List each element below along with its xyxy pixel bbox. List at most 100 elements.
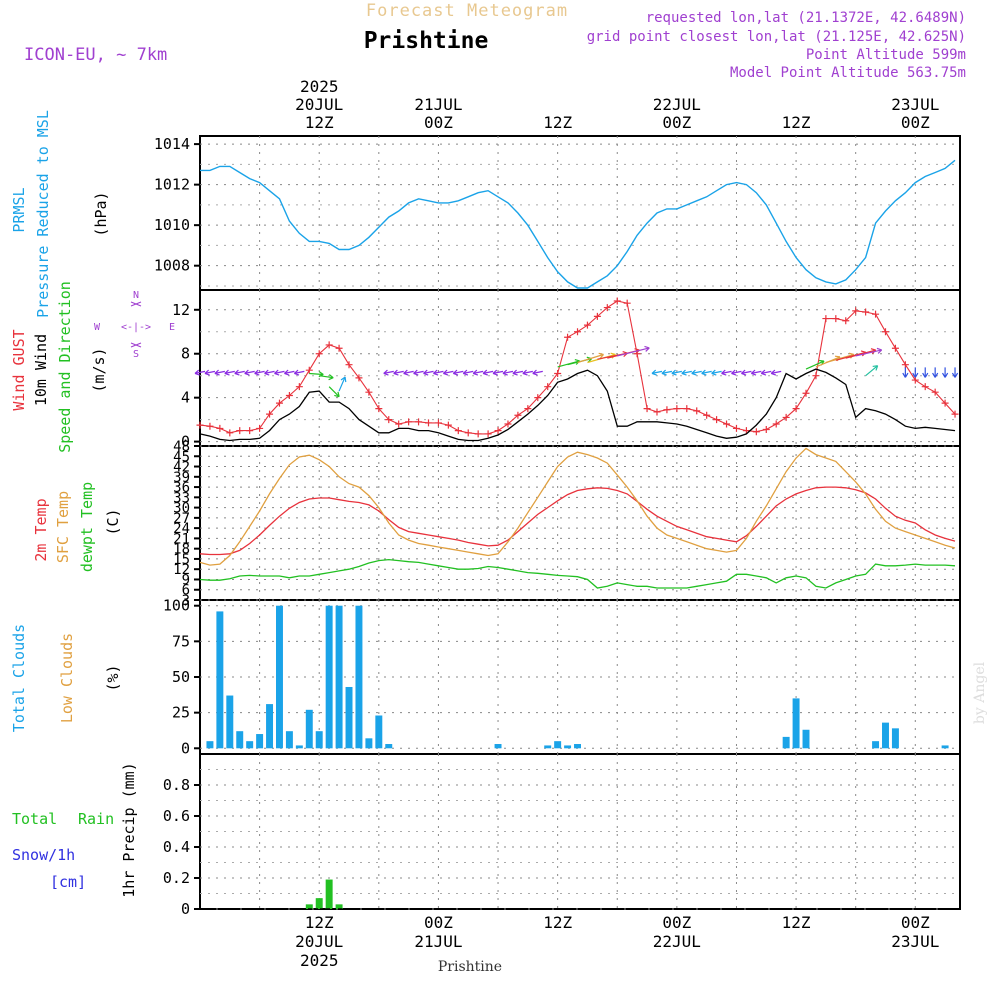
- wind-arrow-head: [482, 369, 489, 376]
- ytick-label-temp: 42: [173, 460, 190, 476]
- cloud-bar: [305, 709, 313, 749]
- compass-arrow: <-|->: [121, 322, 151, 333]
- wind-arrow-head: [721, 369, 727, 376]
- label-celsius: (C): [104, 508, 122, 535]
- gust-point: [236, 427, 244, 435]
- wind-arrow-head: [413, 369, 419, 376]
- gust-point: [921, 383, 929, 391]
- wind-arrow: [512, 370, 524, 374]
- wind-arrow: [711, 370, 722, 374]
- gust-point: [802, 389, 810, 397]
- cloud-bar: [544, 745, 552, 749]
- bottom-time-label: 12Z: [305, 913, 334, 932]
- wind-arrow-head: [328, 374, 334, 381]
- cloud-bar: [802, 729, 810, 749]
- wind-arrow-head: [194, 369, 200, 376]
- wind-arrow-head: [293, 369, 300, 376]
- gust-point: [444, 421, 452, 429]
- wind-arrow: [741, 370, 752, 374]
- wind-arrow: [617, 347, 650, 357]
- grid-lines: [194, 136, 960, 910]
- ytick-label-temp: 21: [173, 531, 190, 547]
- wind-arrow-head: [872, 365, 879, 371]
- wind-arrow: [338, 376, 346, 392]
- top-time-label: 12Z: [782, 113, 811, 132]
- gust-point: [842, 317, 850, 325]
- model-label: ICON-EU, ~ 7km: [24, 45, 167, 65]
- bottom-time-label: 12Z: [782, 913, 811, 932]
- wind-arrow: [383, 370, 394, 374]
- gust-point: [554, 369, 562, 377]
- wind-arrow-head: [691, 369, 697, 376]
- label-total-rain-rain: Rain: [78, 810, 114, 828]
- cloud-bar: [385, 744, 393, 749]
- gust-point: [683, 405, 691, 413]
- cloud-bar: [882, 722, 889, 749]
- wind-arrow: [433, 370, 444, 374]
- gust-point: [812, 372, 820, 380]
- ytick-label-clouds: 25: [172, 704, 190, 722]
- cloud-bar: [276, 605, 283, 749]
- gust-point: [385, 416, 393, 424]
- wind-arrow-head: [340, 376, 347, 383]
- wind-arrow-head: [264, 369, 270, 376]
- cloud-bar: [315, 731, 323, 749]
- label-low-clouds: Low Clouds: [58, 633, 76, 723]
- ytick-label-precip: 0.4: [163, 838, 190, 856]
- gust-point: [256, 424, 264, 432]
- ytick-label-temp: 3: [182, 593, 190, 609]
- model-altitude: Model Point Altitude 563.75m: [730, 65, 966, 81]
- ytick-label-temp: 30: [173, 501, 190, 517]
- wind-arrow-head: [472, 369, 479, 376]
- label-2m-temp: 2m Temp: [32, 498, 50, 561]
- cloud-bar: [355, 605, 363, 749]
- series-prmsl: [200, 159, 956, 289]
- wind-arrow-head: [244, 369, 250, 376]
- ytick-label-clouds: 100: [163, 597, 190, 615]
- gust-point: [434, 419, 442, 427]
- wind-arrow: [721, 370, 732, 374]
- gridpoint-coords: grid point closest lon,lat (21.125E, 42.…: [587, 29, 966, 45]
- cloud-bar: [236, 731, 244, 749]
- precip-bar: [335, 904, 343, 909]
- cloud-bar: [226, 695, 234, 749]
- cloud-bar: [285, 731, 293, 749]
- requested-coords: requested lon,lat (21.1372E, 42.6489N): [646, 10, 966, 26]
- gust-point: [544, 383, 552, 391]
- wind-arrow: [443, 370, 454, 374]
- wind-arrow: [393, 370, 404, 374]
- gust-point: [703, 411, 711, 419]
- ytick-label-precip: 0: [181, 900, 190, 918]
- bottom-time-label: 00Z: [662, 913, 691, 932]
- gust-point: [494, 427, 502, 435]
- wind-arrow: [463, 370, 474, 374]
- cloud-bar: [365, 738, 373, 749]
- panel-frame-wind: [199, 289, 961, 447]
- gust-point: [931, 388, 939, 396]
- wind-arrow-head: [423, 369, 429, 376]
- cloud-bar: [266, 704, 274, 749]
- wind-arrow: [234, 370, 245, 374]
- gust-point: [623, 299, 631, 307]
- cloud-bar: [574, 744, 581, 749]
- wind-arrow-head: [452, 369, 459, 376]
- bottom-time-label: 12Z: [543, 913, 572, 932]
- wind-arrow: [865, 365, 879, 377]
- gust-point: [295, 383, 303, 391]
- top-time-label: 12Z: [305, 113, 334, 132]
- gust-point: [613, 297, 621, 305]
- panel-frames: [199, 135, 961, 910]
- wind-arrow: [681, 370, 692, 374]
- ytick-label-prmsl: 1014: [154, 135, 190, 153]
- wind-arrow: [244, 370, 255, 374]
- bottom-time-label: 20JUL: [295, 932, 343, 951]
- gust-point: [226, 429, 234, 437]
- wind-arrow-head: [741, 369, 747, 376]
- wind-arrow-head: [711, 369, 717, 376]
- wind-arrow-head: [661, 369, 667, 376]
- cloud-bar: [872, 741, 880, 749]
- wind-arrow: [532, 370, 543, 374]
- wind-arrow-head: [644, 345, 650, 352]
- cloud-bar: [375, 715, 383, 749]
